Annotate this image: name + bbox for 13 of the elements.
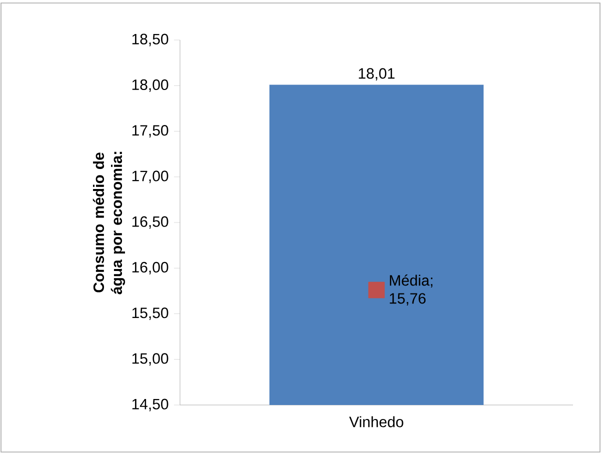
y-axis-title: Consumo médio de água por economia: [92, 152, 126, 294]
y-tick-label: 18,00 [132, 79, 168, 92]
data-label: 18,01 [358, 68, 395, 81]
y-tick-label: 16,00 [132, 262, 168, 274]
y-tick-label: 14,50 [132, 398, 168, 412]
y-tick-label: 17,00 [132, 170, 168, 184]
y-tick-label: 18,50 [132, 34, 168, 46]
y-tick-label: 15,00 [132, 353, 168, 366]
y-tick-label: 16,50 [132, 216, 168, 229]
y-tick-label: 15,50 [132, 308, 168, 320]
annotation: Média; 15,76 [390, 274, 432, 306]
y-tick-label: 17,50 [132, 125, 168, 138]
x-tick-label: Vinhedo [349, 416, 404, 428]
